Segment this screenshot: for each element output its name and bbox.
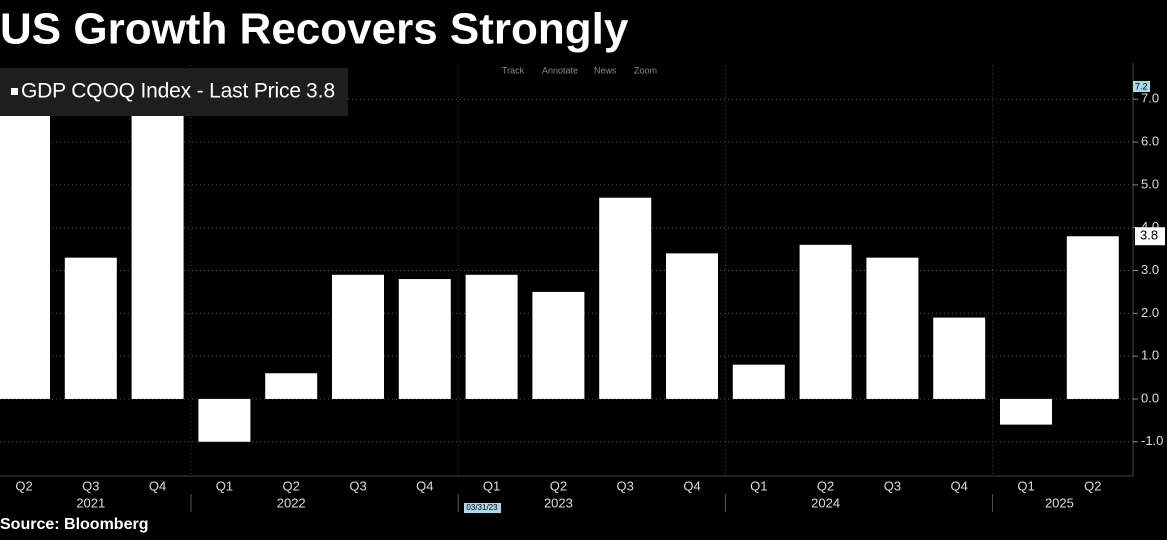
- bar: [866, 257, 919, 399]
- x-tick-label: Q2: [1084, 478, 1101, 493]
- date-tag: [464, 503, 501, 513]
- chart-title: US Growth Recovers Strongly: [0, 5, 629, 54]
- bar: [0, 99, 50, 399]
- x-tick-label: Q1: [750, 478, 767, 493]
- toolbar-button: Track: [502, 65, 525, 75]
- high-tag-label: 7.2: [1135, 81, 1148, 91]
- price-tag-label: 3.8: [1140, 228, 1158, 243]
- toolbar-button: News: [594, 65, 617, 75]
- bar: [1000, 398, 1052, 425]
- legend-value: 3.8: [306, 80, 335, 103]
- bar: [666, 253, 718, 399]
- bar: [332, 274, 384, 399]
- bar: [465, 274, 518, 399]
- x-tick-label: Q2: [283, 478, 300, 493]
- year-label: 2024: [811, 495, 840, 510]
- x-tick-label: Q3: [617, 478, 634, 493]
- bar: [265, 373, 318, 399]
- bar: [131, 99, 184, 399]
- toolbar-button: Zoom: [634, 65, 657, 75]
- year-label: 2025: [1045, 495, 1074, 510]
- bar: [732, 364, 785, 399]
- x-tick-label: Q4: [416, 478, 433, 493]
- date-tag-label: 03/31/23: [466, 503, 498, 512]
- bar: [64, 257, 117, 399]
- y-tick-label: 5.0: [1141, 176, 1159, 191]
- bar: [198, 398, 251, 442]
- x-tick-label: Q4: [683, 478, 700, 493]
- bar: [1066, 236, 1119, 399]
- bar: [398, 279, 451, 399]
- x-tick-label: Q1: [483, 478, 500, 493]
- source: Source: Bloomberg: [0, 516, 148, 533]
- x-tick-label: Q1: [216, 478, 233, 493]
- toolbar-button: Annotate: [542, 65, 578, 75]
- y-tick-label: 3.0: [1141, 262, 1159, 277]
- y-tick-label: 6.0: [1141, 134, 1159, 149]
- bar: [599, 197, 652, 399]
- legend-label: GDP CQOQ Index - Last Price: [21, 80, 301, 103]
- year-label: 2022: [277, 495, 306, 510]
- x-tick-label: Q1: [1017, 478, 1034, 493]
- x-tick-label: Q3: [349, 478, 366, 493]
- bar: [799, 244, 852, 399]
- year-label: 2023: [544, 495, 573, 510]
- x-tick-label: Q2: [15, 478, 32, 493]
- bar: [933, 317, 986, 399]
- year-label: 2021: [76, 495, 105, 510]
- legend: GDP CQOQ Index - Last Price 3.8: [0, 68, 348, 116]
- x-tick-label: Q4: [951, 478, 968, 493]
- y-tick-label: 7.0: [1141, 91, 1159, 106]
- x-tick-label: Q2: [817, 478, 834, 493]
- x-tick-label: Q2: [550, 478, 567, 493]
- x-tick-label: Q3: [884, 478, 901, 493]
- legend-box: [0, 68, 348, 116]
- legend-swatch: [11, 88, 18, 95]
- plot-area: [0, 63, 1133, 476]
- y-tick-label: 2.0: [1141, 305, 1159, 320]
- y-tick-label: 0.0: [1141, 390, 1159, 405]
- x-tick-label: Q4: [149, 478, 166, 493]
- y-tick-label: 1.0: [1141, 348, 1159, 363]
- bar: [532, 291, 585, 399]
- high-tag: [1133, 81, 1150, 92]
- price-tag: [1135, 227, 1165, 246]
- toolbar: Track Annotate News Zoom: [502, 65, 657, 75]
- y-tick-label: -1.0: [1141, 433, 1163, 448]
- x-tick-label: Q3: [82, 478, 99, 493]
